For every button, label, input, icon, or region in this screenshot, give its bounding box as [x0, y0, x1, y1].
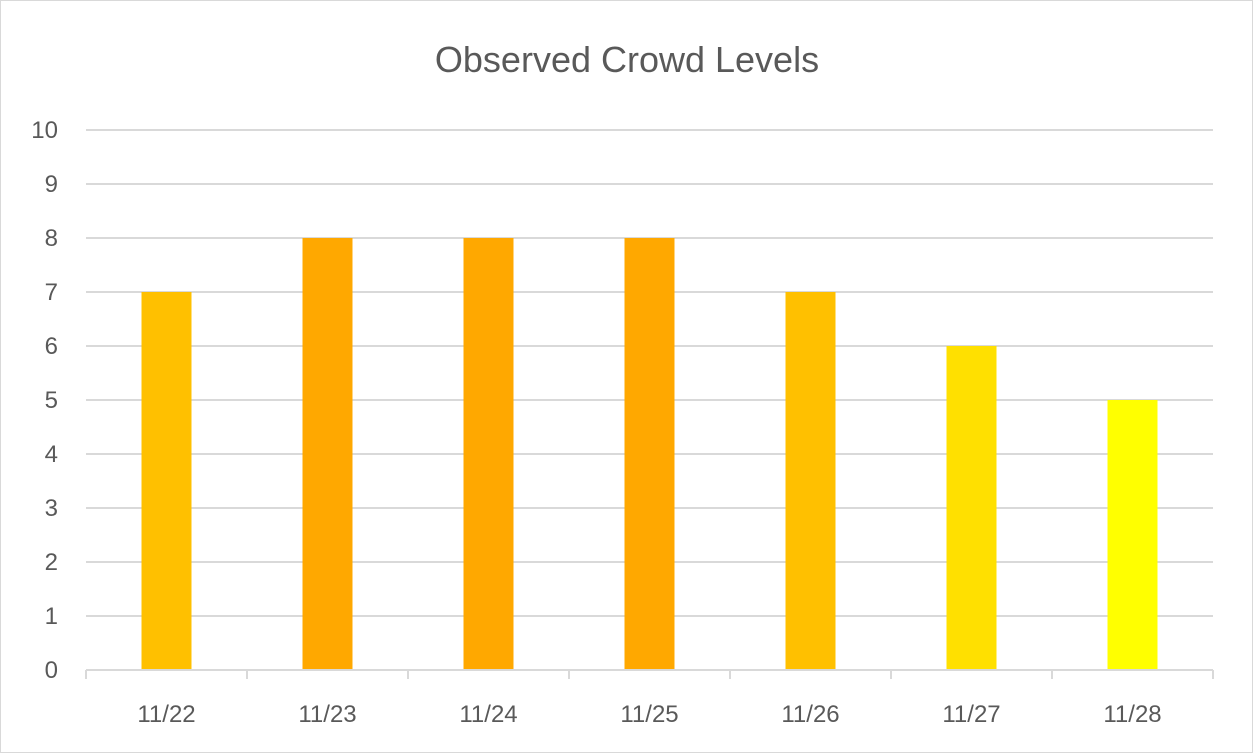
gridlines — [86, 129, 1213, 617]
y-tick-label: 6 — [45, 333, 58, 360]
bar-11-24 — [463, 238, 514, 670]
bars — [141, 238, 1158, 670]
bar-11-26 — [785, 292, 836, 670]
x-tick-label: 11/26 — [781, 701, 839, 728]
bar-11-27 — [946, 346, 997, 670]
bar-11-22 — [141, 292, 192, 670]
x-tick-label: 11/27 — [942, 701, 1000, 728]
chart-title: Observed Crowd Levels — [435, 39, 819, 80]
x-axis-tick-labels: 11/22 11/23 11/24 11/25 11/26 11/27 11/28 — [137, 701, 1161, 728]
x-axis — [85, 669, 1214, 679]
bar-11-28 — [1107, 400, 1158, 670]
y-tick-label: 3 — [45, 495, 58, 522]
y-tick-label: 7 — [45, 279, 58, 306]
y-tick-label: 8 — [45, 225, 58, 252]
bar-11-25 — [624, 238, 675, 670]
y-tick-label: 0 — [45, 657, 58, 684]
y-tick-label: 5 — [45, 387, 58, 414]
y-tick-label: 10 — [31, 117, 58, 144]
bar-11-23 — [302, 238, 353, 670]
y-tick-label: 4 — [45, 441, 58, 468]
x-tick-label: 11/24 — [459, 701, 517, 728]
x-tick-label: 11/25 — [620, 701, 678, 728]
y-tick-label: 9 — [45, 171, 58, 198]
x-tick-label: 11/28 — [1103, 701, 1161, 728]
y-tick-label: 2 — [45, 549, 58, 576]
x-tick-label: 11/22 — [137, 701, 195, 728]
y-tick-label: 1 — [45, 603, 58, 630]
y-axis-tick-labels: 0 1 2 3 4 5 6 7 8 9 10 — [31, 117, 58, 684]
x-tick-label: 11/23 — [298, 701, 356, 728]
